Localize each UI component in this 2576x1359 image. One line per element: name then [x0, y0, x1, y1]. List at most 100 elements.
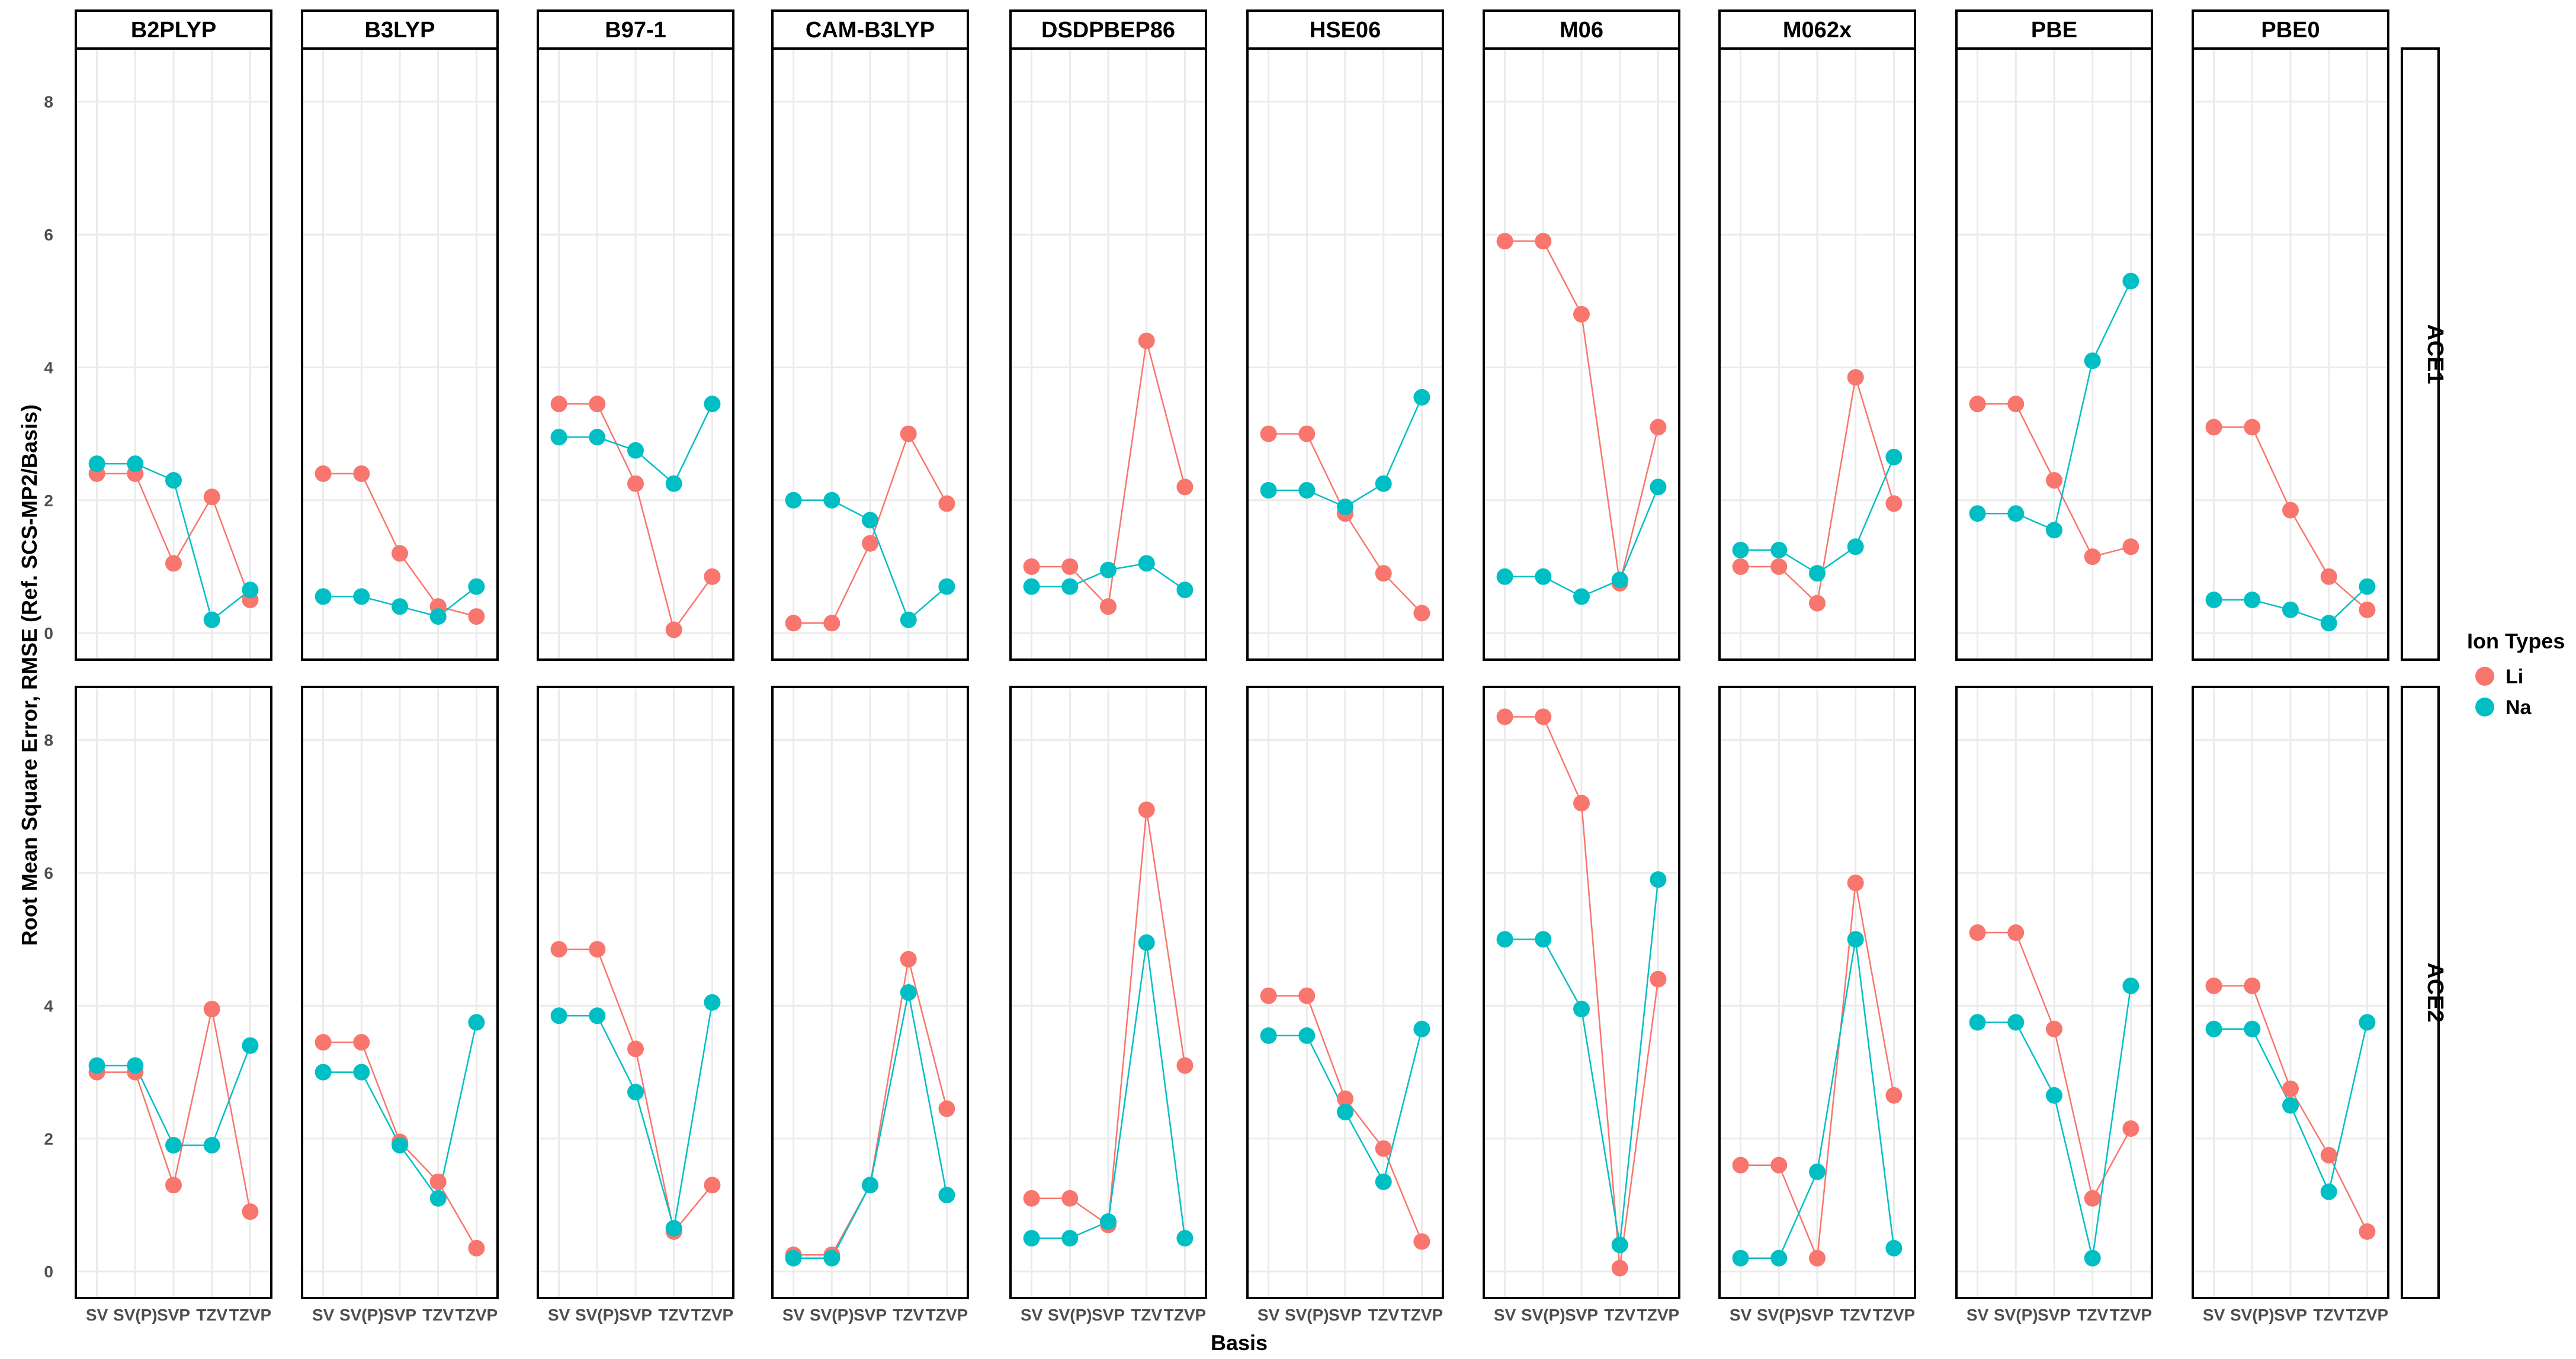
panel-ace1-cam-b3lyp [771, 47, 969, 661]
data-point-na [550, 1007, 567, 1024]
panel-ace2-b3lyp [301, 686, 499, 1299]
strip-label: B97-1 [605, 18, 666, 43]
data-point-li [2007, 924, 2025, 942]
x-tick-label: SV(P) [1521, 1306, 1566, 1324]
y-tick-label: 2 [44, 1130, 53, 1148]
strip-label: HSE06 [1310, 18, 1381, 43]
legend-title: Ion Types [2467, 629, 2565, 653]
data-point-li [1100, 598, 1117, 615]
y-tick-label: 4 [44, 997, 53, 1015]
data-point-na [1885, 448, 1903, 465]
panel-border [1246, 686, 1444, 1299]
data-point-na [2046, 1087, 2062, 1104]
strip-label: PBE [2031, 18, 2077, 43]
data-point-li [1809, 595, 1826, 612]
data-point-na [1138, 555, 1155, 572]
row-strip-ace2: ACE2 [2401, 686, 2447, 1299]
panel-ace1-b2plyp [75, 47, 272, 661]
data-point-na [1100, 1213, 1117, 1230]
panel-border [1246, 47, 1444, 661]
data-point-na [1337, 499, 1353, 515]
legend-label-na: Na [2506, 696, 2532, 719]
data-point-li [1650, 419, 1667, 436]
data-point-li [1770, 1156, 1788, 1174]
data-point-li [2205, 977, 2222, 994]
x-tick-label: SV [1021, 1306, 1043, 1324]
data-point-li [1732, 1156, 1749, 1174]
data-point-na [165, 1137, 182, 1154]
x-tick-label: TZVP [1401, 1306, 1443, 1324]
data-point-li [665, 621, 682, 638]
data-point-na [627, 442, 644, 459]
data-point-li [429, 1173, 447, 1190]
strip-box [771, 9, 969, 50]
x-tick-label: SV [312, 1306, 335, 1324]
data-point-na [1969, 1014, 1986, 1031]
data-point-na [1337, 1103, 1353, 1120]
data-point-na [1023, 1230, 1040, 1247]
data-point-na [2007, 505, 2025, 522]
data-point-li [2122, 538, 2139, 555]
data-point-na [2084, 1249, 2101, 1267]
strip-dsdpbep86: DSDPBEP86 [1009, 9, 1207, 50]
x-tick-label: SVP [1801, 1306, 1834, 1324]
strip-label: PBE0 [2261, 18, 2320, 43]
data-point-li [1847, 369, 1864, 386]
data-point-na [1260, 481, 1277, 499]
data-point-na [938, 578, 955, 595]
x-tick-label: SV(P) [113, 1306, 158, 1324]
data-point-li [900, 425, 917, 442]
panel-border [1718, 686, 1916, 1299]
data-point-na [1298, 1027, 1316, 1044]
panel-border [771, 686, 969, 1299]
data-point-li [2084, 548, 2101, 566]
x-tick-label: SVP [619, 1306, 652, 1324]
data-point-na [1298, 481, 1316, 499]
data-point-li [2359, 1223, 2376, 1240]
x-tick-label: TZV [1840, 1306, 1871, 1324]
data-point-na [1535, 931, 1552, 948]
y-tick-label: 6 [44, 226, 53, 244]
data-point-na [242, 1037, 259, 1054]
data-point-li [1176, 478, 1194, 496]
panel-border [1483, 686, 1680, 1299]
x-tick-label: SV [86, 1306, 108, 1324]
panel-border [1009, 686, 1207, 1299]
y-tick-label: 8 [44, 93, 53, 111]
row-strip-label: ACE2 [2423, 962, 2447, 1022]
y-tick-label: 6 [44, 864, 53, 882]
x-tick-label: SV(P) [575, 1306, 620, 1324]
data-point-na [2359, 1014, 2376, 1031]
data-point-na [2282, 601, 2299, 618]
data-point-na [1809, 565, 1826, 582]
data-point-na [550, 429, 567, 446]
strip-hse06: HSE06 [1246, 9, 1444, 50]
strip-pbe0: PBE0 [2192, 9, 2389, 50]
data-point-na [468, 1014, 485, 1031]
x-tick-label: SVP [1092, 1306, 1125, 1324]
strip-box [75, 9, 272, 50]
x-tick-label: TZVP [691, 1306, 734, 1324]
data-point-li [550, 941, 567, 958]
row-strip-box [2401, 686, 2440, 1299]
strip-pbe: PBE [1955, 9, 2153, 50]
x-tick-label: SVP [1565, 1306, 1598, 1324]
x-tick-label: SV(P) [1757, 1306, 1801, 1324]
data-point-na [1732, 1249, 1749, 1267]
data-point-na [2046, 522, 2062, 539]
data-point-na [1496, 568, 1513, 585]
panel-ace2-pbe0 [2192, 686, 2389, 1299]
x-tick-label: SV [782, 1306, 805, 1324]
data-point-na [429, 1190, 447, 1207]
strip-label: B2PLYP [131, 18, 216, 43]
data-point-na [2122, 977, 2139, 994]
data-point-li [203, 1001, 220, 1018]
panel-ace1-dsdpbep86 [1009, 47, 1207, 661]
data-point-li [1176, 1057, 1194, 1074]
x-tick-label: TZV [658, 1306, 689, 1324]
data-point-li [785, 615, 802, 632]
panel-ace2-b97-1 [537, 686, 734, 1299]
data-point-li [550, 396, 567, 413]
data-point-na [1061, 578, 1079, 595]
